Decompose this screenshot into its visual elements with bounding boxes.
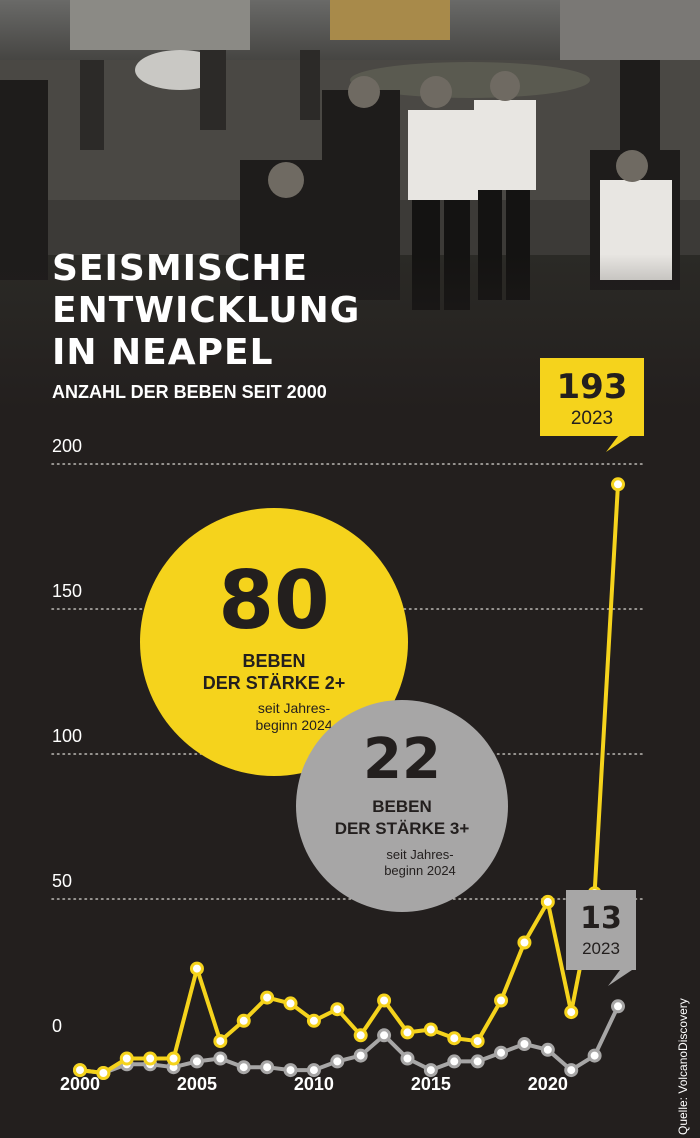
title-line-2: ENTWICKLUNG: [52, 290, 361, 331]
data-point-magnitude-2-2006: [213, 1034, 228, 1049]
peak-value-magnitude-3: 13: [580, 901, 622, 936]
data-point-magnitude-3-2010: [306, 1063, 321, 1078]
peak-year-magnitude-3: 2023: [582, 939, 620, 958]
callout-193-pointer: [606, 436, 630, 452]
data-point-magnitude-2-2021: [564, 1005, 579, 1020]
x-tick-label-2015: 2015: [411, 1074, 451, 1094]
peak-callout-magnitude-3: 13 2023: [566, 890, 636, 970]
magnitude-2-label-line-2: DER STÄRKE 2+: [202, 673, 346, 693]
data-point-magnitude-3-2022: [587, 1048, 602, 1063]
magnitude-3-label-line-2: DER STÄRKE 3+: [334, 819, 470, 838]
magnitude-2-count: 80: [218, 554, 330, 647]
data-point-magnitude-2-2002: [119, 1051, 134, 1066]
series-line-magnitude-3: [78, 1004, 620, 1075]
magnitude-2-note-line-2: beginn 2024: [255, 717, 333, 733]
magnitude-3-label-line-1: BEBEN: [372, 797, 432, 816]
data-point-magnitude-2-2012: [353, 1028, 368, 1043]
x-tick-label-2010: 2010: [294, 1074, 334, 1094]
peak-year-magnitude-2: 2023: [570, 408, 614, 429]
data-point-magnitude-3-2014: [400, 1051, 415, 1066]
x-axis: 2000 2005 2010 2015 2020: [60, 1074, 568, 1094]
data-point-magnitude-3-2008: [260, 1060, 275, 1075]
crowd-photo: [0, 0, 700, 410]
data-point-magnitude-3-2009: [283, 1063, 298, 1078]
data-point-magnitude-2-2007: [236, 1013, 251, 1028]
data-point-magnitude-2-2014: [400, 1025, 415, 1040]
data-point-magnitude-3-2018: [494, 1045, 509, 1060]
data-point-magnitude-3-2017: [470, 1054, 485, 1069]
data-point-magnitude-2-2018: [494, 993, 509, 1008]
peak-callout-magnitude-2: 193 2023: [540, 358, 644, 436]
magnitude-2-label-line-1: BEBEN: [242, 651, 306, 671]
title-line-3: IN NEAPEL: [52, 332, 274, 373]
data-point-magnitude-2-2000: [73, 1063, 87, 1078]
data-point-magnitude-2-2015: [423, 1022, 438, 1037]
magnitude-3-bubble: 22 BEBEN DER STÄRKE 3+ seit Jahres- begi…: [296, 700, 508, 912]
data-point-magnitude-2-2017: [470, 1034, 485, 1049]
magnitude-3-count: 22: [363, 727, 441, 792]
data-point-magnitude-2-2023: [611, 477, 625, 492]
magnitude-2-note-line-1: seit Jahres-: [257, 700, 331, 716]
x-tick-label-2005: 2005: [177, 1074, 217, 1094]
data-point-magnitude-2-2001: [96, 1066, 111, 1080]
data-point-magnitude-3-2005: [189, 1054, 204, 1069]
data-point-magnitude-2-2009: [283, 996, 298, 1011]
data-point-magnitude-2-2019: [517, 935, 532, 950]
data-point-magnitude-2-2003: [143, 1051, 158, 1066]
data-point-magnitude-2-2011: [330, 1002, 345, 1017]
y-tick-label-50: 50: [52, 871, 72, 891]
data-point-magnitude-3-2013: [377, 1028, 392, 1043]
x-tick-label-2000: 2000: [60, 1074, 100, 1094]
y-axis: 0 50 100 150 200: [52, 436, 82, 1036]
y-tick-label-150: 150: [52, 581, 82, 601]
data-point-magnitude-3-2007: [236, 1060, 251, 1075]
chart-subtitle: ANZAHL DER BEBEN SEIT 2000: [52, 382, 327, 402]
data-point-magnitude-3-2020: [540, 1042, 555, 1057]
data-point-magnitude-3-2021: [564, 1063, 579, 1078]
y-tick-label-100: 100: [52, 726, 82, 746]
data-point-magnitude-2-2020: [540, 894, 555, 909]
peak-value-magnitude-2: 193: [556, 367, 628, 407]
data-point-magnitude-3-2012: [353, 1048, 368, 1063]
data-point-magnitude-3-2006: [213, 1051, 228, 1066]
source-note: Quelle: VolcanoDiscovery: [676, 998, 690, 1135]
data-point-magnitude-3-2016: [447, 1054, 462, 1069]
data-point-magnitude-3-2015: [423, 1063, 438, 1078]
magnitude-3-note-line-1: seit Jahres-: [386, 847, 454, 862]
data-point-magnitude-2-2010: [306, 1013, 321, 1028]
title-line-1: SEISMISCHE: [52, 248, 309, 289]
y-tick-label-0: 0: [52, 1016, 62, 1036]
data-point-magnitude-2-2008: [260, 990, 275, 1005]
data-point-magnitude-3-2019: [517, 1037, 532, 1051]
data-point-magnitude-2-2016: [447, 1031, 462, 1046]
data-point-magnitude-3-2023: [611, 999, 625, 1014]
data-point-magnitude-2-2004: [166, 1051, 181, 1066]
x-tick-label-2020: 2020: [528, 1074, 568, 1094]
data-point-magnitude-2-2005: [189, 961, 204, 976]
y-tick-label-200: 200: [52, 436, 82, 456]
callout-13-pointer: [608, 970, 632, 986]
data-point-magnitude-2-2013: [377, 993, 392, 1008]
data-point-magnitude-3-2011: [330, 1054, 345, 1069]
magnitude-3-note-line-2: beginn 2024: [384, 863, 456, 878]
